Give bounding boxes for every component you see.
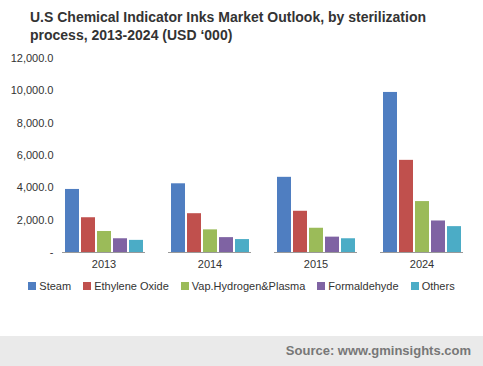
svg-text:2,000.0: 2,000.0 — [17, 214, 54, 226]
svg-text:6,000.0: 6,000.0 — [17, 149, 54, 161]
html-text:Ethylene Oxide: Ethylene Oxide — [94, 280, 169, 292]
html-text:U.S Chemical Indicator Inks Ma: U.S Chemical Indicator Inks Market Outlo… — [30, 9, 426, 43]
svg-text:4,000.0: 4,000.0 — [17, 181, 54, 193]
svg-text:2024: 2024 — [410, 258, 434, 270]
html-text:Others: Others — [421, 280, 455, 292]
svg-text:2015: 2015 — [304, 258, 328, 270]
html-text:Vap.Hydrogen&Plasma: Vap.Hydrogen&Plasma — [191, 280, 306, 292]
html-text:Steam: Steam — [39, 280, 72, 292]
svg-text:10,000.0: 10,000.0 — [11, 84, 54, 96]
html-text:Formaldehyde: Formaldehyde — [328, 280, 399, 292]
svg-text:-: - — [50, 246, 54, 258]
html-text:Source: www.gminsights.com: Source: www.gminsights.com — [285, 343, 471, 358]
svg-text:8,000.0: 8,000.0 — [17, 117, 54, 129]
svg-text:12,000.0: 12,000.0 — [11, 52, 54, 64]
svg-text:2014: 2014 — [198, 258, 222, 270]
svg-text:2013: 2013 — [92, 258, 116, 270]
